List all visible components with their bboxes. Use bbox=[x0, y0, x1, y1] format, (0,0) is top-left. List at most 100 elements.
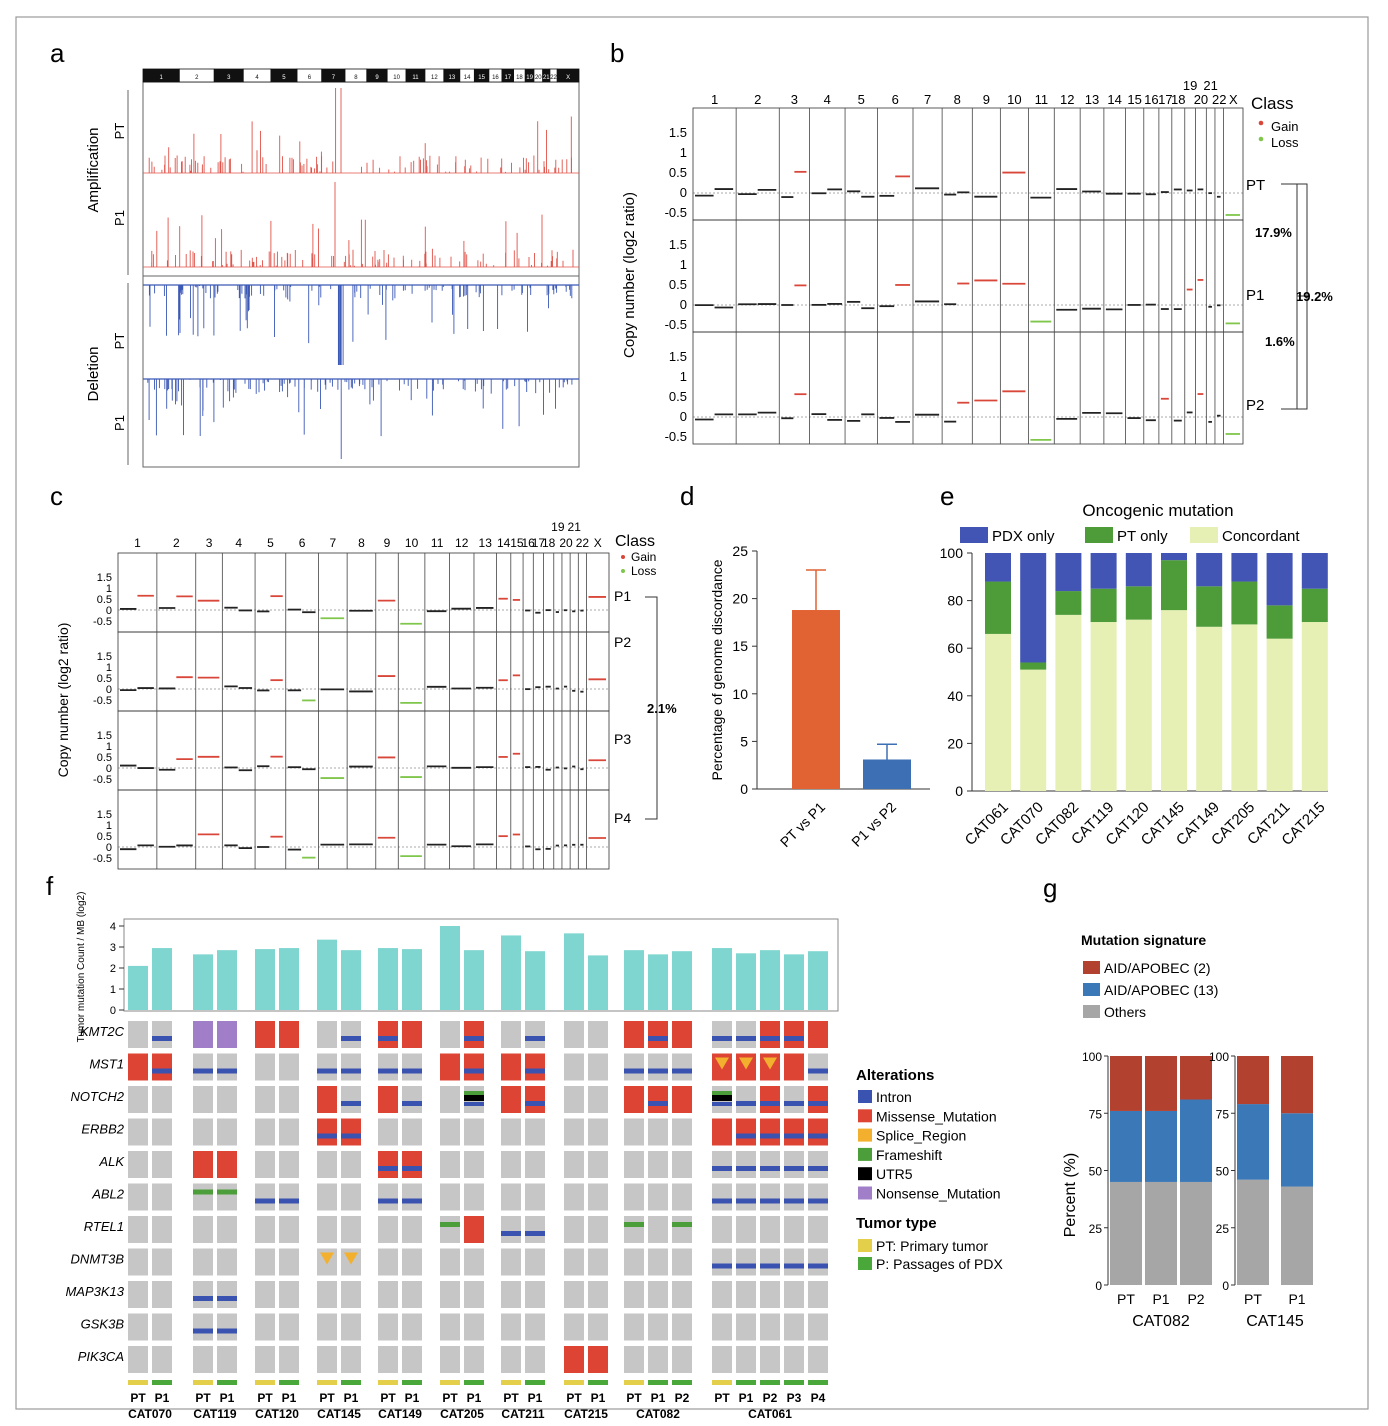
oncoprint-cell bbox=[152, 1313, 172, 1341]
group-label: CAT205 bbox=[440, 1407, 484, 1421]
panel-f-ylabel: Tumor mutation Count / MB (log2) bbox=[76, 892, 87, 1043]
oncoprint-cell bbox=[588, 1086, 608, 1113]
tumor-type-strip bbox=[808, 1380, 828, 1385]
oncoprint-cell bbox=[808, 1183, 828, 1211]
oncoprint-cell bbox=[760, 1183, 780, 1211]
bar-cat215-concordant bbox=[1301, 622, 1328, 791]
tmb-bar bbox=[736, 953, 756, 1010]
tumor-type-strip bbox=[193, 1380, 213, 1385]
oncoprint-cell bbox=[501, 1086, 521, 1113]
oncoprint-cell bbox=[648, 1216, 668, 1243]
oncoprint-cell bbox=[525, 1021, 545, 1048]
sample-label: P4 bbox=[811, 1391, 826, 1405]
bar-cat120-pdx-only bbox=[1125, 553, 1152, 587]
oncoprint-cell bbox=[672, 1281, 692, 1308]
alteration-label: Splice_Region bbox=[876, 1128, 966, 1144]
signature-bar-segment bbox=[1180, 1099, 1212, 1182]
intron-mark bbox=[464, 1068, 484, 1074]
oncoprint-cell bbox=[341, 1183, 361, 1211]
oncoprint-cell bbox=[402, 1118, 422, 1146]
oncoprint-cell bbox=[217, 1053, 237, 1081]
oncoprint-cell bbox=[128, 1086, 148, 1113]
utr5-mark bbox=[712, 1095, 732, 1101]
bar-cat211-pt-only bbox=[1266, 605, 1293, 639]
y-tick-label: 25 bbox=[1216, 1222, 1230, 1236]
oncoprint-cell bbox=[440, 1346, 460, 1373]
tmb-bar bbox=[464, 950, 484, 1010]
oncoprint-cell bbox=[152, 1346, 172, 1373]
oncoprint-cell bbox=[501, 1313, 521, 1341]
oncoprint-cell bbox=[736, 1021, 756, 1048]
oncoprint-cell bbox=[624, 1183, 644, 1211]
oncoprint-cell bbox=[736, 1118, 756, 1146]
y-tick-label: 0 bbox=[1222, 1279, 1229, 1293]
chromosome-label: 9 bbox=[375, 75, 379, 81]
y-tick-label: 0 bbox=[680, 409, 687, 424]
intron-mark bbox=[378, 1068, 398, 1074]
oncoprint-cell bbox=[736, 1183, 756, 1211]
oncoprint-cell bbox=[402, 1021, 422, 1048]
sample-label: P1 bbox=[1288, 1291, 1305, 1307]
alterations-title: Alterations bbox=[856, 1067, 934, 1084]
utr5-mark bbox=[464, 1095, 484, 1101]
group-label: CAT120 bbox=[255, 1407, 299, 1421]
signature-bar-segment bbox=[1237, 1104, 1269, 1180]
bar-cat061-concordant bbox=[985, 633, 1011, 791]
oncoprint-cell bbox=[464, 1151, 484, 1178]
oncoprint-cell bbox=[808, 1086, 828, 1113]
tumor-type-strip bbox=[784, 1380, 804, 1385]
chrom-label: 14 bbox=[1107, 92, 1121, 107]
gene-label-abl2: ABL2 bbox=[91, 1187, 125, 1202]
y-tick-label: 0.5 bbox=[669, 165, 687, 180]
chromosome-label: 6 bbox=[308, 75, 312, 81]
y-tick-label: 100 bbox=[1209, 1050, 1229, 1064]
chromosome-label: 20 bbox=[535, 75, 542, 81]
intron-mark bbox=[193, 1068, 213, 1074]
tumor-type-strip bbox=[217, 1380, 237, 1385]
signature-bar-segment bbox=[1145, 1181, 1177, 1285]
chrom-label: 12 bbox=[455, 536, 469, 550]
panel-g-legend-title: Mutation signature bbox=[1081, 932, 1206, 948]
tmb-bar bbox=[341, 950, 361, 1010]
oncoprint-cell bbox=[402, 1281, 422, 1308]
chromosome-label: 5 bbox=[282, 75, 286, 81]
group-label: CAT082 bbox=[1132, 1313, 1190, 1330]
oncoprint-cell bbox=[525, 1118, 545, 1146]
chromosome-label: 13 bbox=[448, 75, 455, 81]
oncoprint-cell bbox=[217, 1151, 237, 1178]
tumor-type-strip bbox=[317, 1380, 337, 1385]
intron-mark bbox=[784, 1198, 804, 1204]
intron-mark bbox=[760, 1101, 780, 1106]
intron-mark bbox=[784, 1263, 804, 1269]
group-label: CAT145 bbox=[317, 1407, 361, 1421]
splice-mark bbox=[763, 1057, 777, 1070]
intron-mark bbox=[279, 1198, 299, 1204]
bar-cat061-pdx-only bbox=[985, 553, 1011, 582]
oncoprint-cell bbox=[760, 1346, 780, 1373]
oncoprint-cell bbox=[624, 1021, 644, 1048]
panel-c-legend-loss: Loss bbox=[631, 564, 656, 578]
oncoprint-cell bbox=[193, 1281, 213, 1308]
oncoprint-cell bbox=[501, 1183, 521, 1211]
oncoprint-cell bbox=[648, 1183, 668, 1211]
bar-cat205-concordant bbox=[1231, 624, 1258, 791]
chrom-label: 20 bbox=[1194, 92, 1208, 107]
intron-mark bbox=[378, 1198, 398, 1204]
oncoprint-cell bbox=[317, 1313, 337, 1341]
y-tick-label: 0 bbox=[106, 684, 112, 696]
bar-cat215-pt-only bbox=[1301, 588, 1328, 623]
oncoprint-cell bbox=[564, 1248, 584, 1276]
tmb-bar bbox=[402, 949, 422, 1010]
chromosome-label: 3 bbox=[227, 75, 231, 81]
oncoprint-cell bbox=[128, 1313, 148, 1341]
panel-c-ylabel: Copy number (log2 ratio) bbox=[55, 623, 71, 778]
oncoprint-cell bbox=[501, 1151, 521, 1178]
signature-label: AID/APOBEC (2) bbox=[1104, 960, 1211, 976]
oncoprint-cell bbox=[784, 1021, 804, 1048]
oncoprint-cell bbox=[464, 1183, 484, 1211]
oncoprint-cell bbox=[193, 1183, 213, 1211]
chromosome-label: 17 bbox=[504, 75, 511, 81]
intron-mark bbox=[736, 1036, 756, 1041]
bar-cat205-pt-only bbox=[1231, 581, 1258, 625]
bar-cat070-pdx-only bbox=[1020, 553, 1047, 663]
